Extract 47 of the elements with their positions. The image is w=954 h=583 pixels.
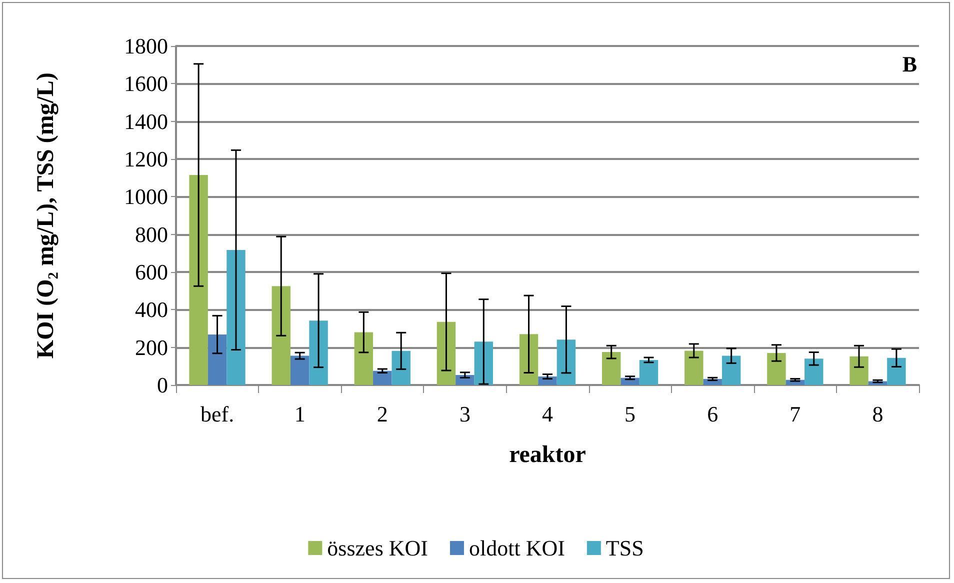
legend-label: oldott KOI [468,536,565,560]
bar [272,286,290,385]
y-tick-label: 200 [135,334,168,360]
legend-label: TSS [606,536,644,560]
x-axis-title: reaktor [509,442,586,468]
bar [290,356,310,385]
y-tick-label: 800 [135,222,168,247]
bar [373,370,392,385]
y-tick-label: 1400 [124,108,168,134]
y-tick-label: 1600 [124,71,168,96]
annotation: B [902,52,918,76]
y-tick-label: 1000 [124,184,168,210]
bar [456,375,474,385]
y-tick-label: 1200 [124,146,168,172]
y-tick-label: 600 [135,260,168,284]
y-tick-label: 1800 [124,34,168,58]
bar [602,352,621,385]
bar [474,342,494,385]
y-tick-label: 0 [157,372,168,398]
x-tick-label: 7 [790,402,801,426]
x-tick-label: 2 [376,402,388,426]
bar [887,358,906,385]
bar [226,250,246,385]
legend-label: összes KOI [327,536,428,560]
x-tick-label: bef. [200,402,234,426]
y-tick-label: 400 [135,297,168,322]
bar [436,322,456,385]
x-tick-label: 6 [707,402,718,426]
bar [354,332,374,385]
x-tick-label: 5 [624,402,636,426]
bar [519,334,538,385]
bar [309,320,328,385]
bar [722,356,741,385]
x-tick-label: 4 [542,402,553,426]
bar [556,340,576,385]
bar [392,350,410,385]
bar [189,175,208,385]
bar [208,334,227,385]
y-axis-title: KOI (O₂ mg/L), TSS (mg/L) [33,72,59,359]
x-tick-label: 1 [294,402,306,426]
bar [684,350,704,385]
bar [767,352,786,385]
bar [850,356,868,385]
bar [639,360,658,385]
x-tick-label: 8 [872,402,884,426]
x-tick-label: 3 [459,402,470,426]
bar [804,358,824,385]
